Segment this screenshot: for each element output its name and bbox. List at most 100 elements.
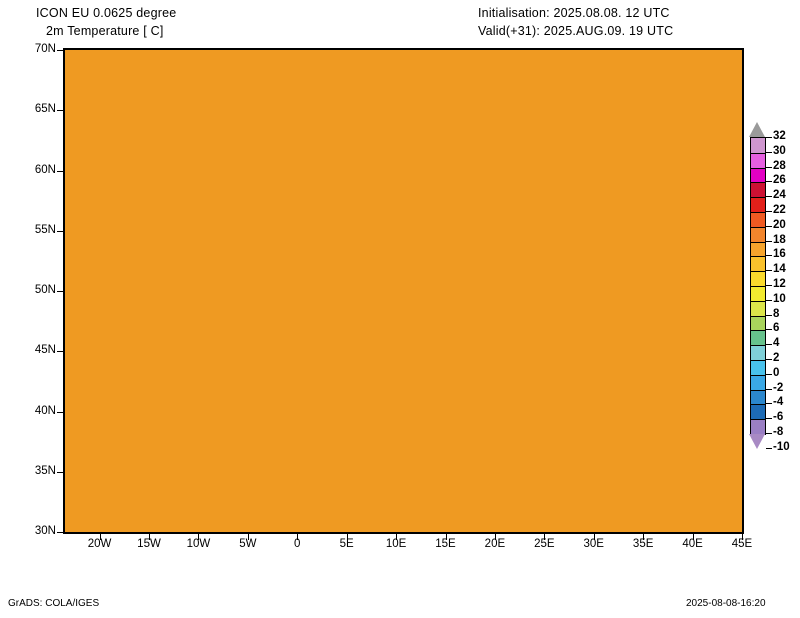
colorbar-separator <box>751 256 765 258</box>
map-plot-area[interactable] <box>63 48 744 534</box>
colorbar-tick <box>766 418 772 420</box>
colorbar-band <box>751 256 765 272</box>
colorbar-band <box>751 152 765 169</box>
lon-tick-label: 10E <box>385 538 407 550</box>
initialisation-time: Initialisation: 2025.08.08. 12 UTC <box>478 6 670 20</box>
colorbar-tick <box>766 388 772 390</box>
colorbar-tick-label: 2 <box>773 352 780 364</box>
lon-tick-mark <box>198 534 200 540</box>
lat-tick-mark <box>57 170 63 172</box>
colorbar-tick <box>766 433 772 434</box>
colorbar-band <box>751 374 765 391</box>
colorbar-tick <box>766 329 772 331</box>
colorbar-band <box>751 419 765 435</box>
lat-tick-mark <box>57 532 63 533</box>
lon-tick-mark <box>346 534 348 540</box>
colorbar-band <box>751 389 765 405</box>
lat-tick-label: 60N <box>34 163 56 176</box>
lon-tick-mark <box>593 534 595 540</box>
lat-tick-mark <box>57 291 63 292</box>
footer-timestamp: 2025-08-08-16:20 <box>686 598 766 609</box>
lat-tick-mark <box>57 230 63 232</box>
field-title: 2m Temperature [ C] <box>46 24 164 38</box>
footer-credit: GrADS: COLA/IGES <box>8 598 100 609</box>
colorbar-separator <box>751 226 765 228</box>
lat-tick-mark <box>57 351 63 353</box>
colorbar-band <box>751 404 765 420</box>
colorbar-separator <box>751 286 765 287</box>
lon-tick-label: 5E <box>339 538 354 550</box>
lon-tick-mark <box>396 534 398 540</box>
lon-tick-mark <box>247 534 249 540</box>
colorbar-tick-label: 20 <box>773 218 786 231</box>
colorbar-separator <box>751 271 765 273</box>
colorbar-tick <box>766 225 772 227</box>
lat-tick-label: 55N <box>34 223 56 236</box>
colorbar-tick <box>766 403 772 405</box>
temperature-field-canvas <box>65 50 742 532</box>
colorbar-tick-label: 0 <box>773 366 780 379</box>
lon-tick-mark <box>692 534 694 540</box>
colorbar-tick-label: 8 <box>773 307 780 320</box>
colorbar-tick-label: 22 <box>773 204 786 216</box>
lat-tick-label: 45N <box>34 344 56 357</box>
colorbar[interactable] <box>750 137 766 435</box>
lat-tick-label: 35N <box>34 464 56 477</box>
lat-tick-label: 70N <box>34 43 56 55</box>
colorbar-band <box>751 330 765 346</box>
lon-tick-mark <box>149 534 150 540</box>
lat-tick-label: 50N <box>34 284 56 296</box>
colorbar-tick-label: -8 <box>773 426 784 438</box>
colorbar-tick-label: -6 <box>773 411 784 424</box>
colorbar-band <box>751 167 765 183</box>
colorbar-tick-label: 32 <box>773 130 786 142</box>
colorbar-band <box>751 300 765 317</box>
lon-tick-mark <box>494 534 496 540</box>
colorbar-tick <box>766 255 772 257</box>
colorbar-tick-label: 6 <box>773 322 780 335</box>
colorbar-tick <box>766 373 772 375</box>
lon-tick-label: 15E <box>435 538 456 550</box>
lon-tick-label: 35E <box>632 538 654 550</box>
colorbar-separator <box>751 212 765 213</box>
lon-tick-label: 20E <box>484 538 506 550</box>
colorbar-tick <box>766 137 772 138</box>
lon-tick-label: 45E <box>731 538 753 550</box>
colorbar-tick <box>766 211 772 212</box>
colorbar-tick-label: 18 <box>773 233 786 246</box>
lon-tick-label: 40E <box>682 538 703 550</box>
colorbar-tick-label: 14 <box>773 263 786 276</box>
lat-tick-label: 40N <box>34 404 56 417</box>
colorbar-separator <box>751 330 765 332</box>
colorbar-tick-label: 12 <box>773 278 786 290</box>
colorbar-tick-label: 10 <box>773 292 786 305</box>
lon-tick-label: 0 <box>294 538 301 550</box>
colorbar-separator <box>751 241 765 243</box>
colorbar-tick-label: 30 <box>773 144 786 157</box>
lon-tick-label: 5W <box>239 538 257 550</box>
colorbar-separator <box>751 404 765 406</box>
colorbar-tick <box>766 166 772 168</box>
colorbar-tick <box>766 314 772 316</box>
colorbar-separator <box>751 182 765 184</box>
colorbar-separator <box>751 300 765 302</box>
model-title: ICON EU 0.0625 degree <box>36 6 177 20</box>
lon-tick-mark <box>643 534 645 540</box>
colorbar-separator <box>751 167 765 169</box>
colorbar-tick-label: -4 <box>773 396 784 409</box>
colorbar-tick-label: 4 <box>773 337 780 350</box>
colorbar-tick-label: 24 <box>773 189 786 202</box>
colorbar-tick-label: -2 <box>773 381 784 394</box>
colorbar-separator <box>751 389 765 391</box>
colorbar-tick-label: -10 <box>773 440 790 453</box>
lon-tick-mark <box>544 534 546 540</box>
lon-tick-label: 10W <box>186 538 211 550</box>
colorbar-separator <box>751 315 765 317</box>
valid-time: Valid(+31): 2025.AUG.09. 19 UTC <box>478 24 674 38</box>
colorbar-band <box>751 241 765 257</box>
colorbar-band <box>751 226 765 243</box>
lat-tick-label: 30N <box>34 525 56 537</box>
lat-tick-label: 65N <box>34 103 56 116</box>
colorbar-band <box>751 182 765 198</box>
